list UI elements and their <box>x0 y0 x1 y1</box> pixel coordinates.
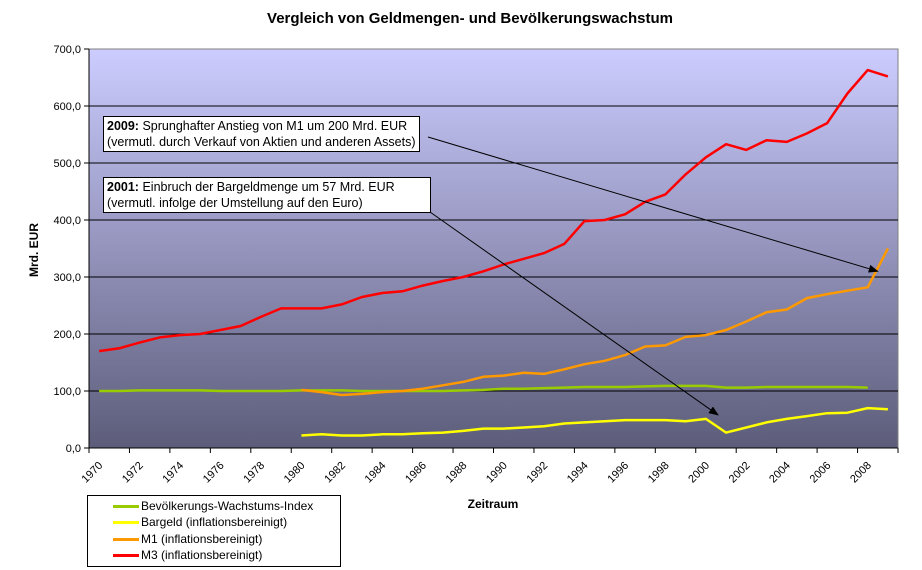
annotation-text: (vermutl. infolge der Umstellung auf den… <box>107 196 363 210</box>
legend-item: Bevölkerungs-Wachstums-Index <box>113 498 313 514</box>
legend-swatch <box>113 537 139 541</box>
x-tick-label: 2006 <box>808 460 834 486</box>
chart-title: Vergleich von Geldmengen- und Bevölkerun… <box>267 10 673 27</box>
x-tick-label: 1972 <box>120 460 146 486</box>
series-line-m3 <box>98 68 889 353</box>
annotation-2009: 2009: Sprunghafter Anstieg von M1 um 200… <box>103 116 420 152</box>
annotation-arrow <box>429 211 719 416</box>
y-tick-label: 700,0 <box>53 44 81 56</box>
x-axis-label: Zeitraum <box>468 497 519 511</box>
annotation-text: (vermutl. durch Verkauf von Aktien und a… <box>107 135 416 149</box>
x-tick-label: 1986 <box>403 460 429 486</box>
annotation-2001: 2001: Einbruch der Bargeldmenge um 57 Mr… <box>103 177 431 213</box>
series-line-bargeld <box>301 406 888 437</box>
x-tick-label: 1996 <box>605 460 631 486</box>
legend-item: M1 (inflationsbereinigt) <box>113 531 262 547</box>
x-tick-label: 1990 <box>484 460 510 486</box>
annotation-text: Einbruch der Bargeldmenge um 57 Mrd. EUR <box>138 180 395 194</box>
x-tick-label: 1994 <box>565 460 591 486</box>
legend-item: M3 (inflationsbereinigt) <box>113 547 262 563</box>
legend-label: M1 (inflationsbereinigt) <box>141 532 263 546</box>
x-tick-label: 1984 <box>363 460 389 486</box>
x-tick-label: 2000 <box>686 460 712 486</box>
y-tick-label: 300,0 <box>53 272 81 284</box>
y-tick-label: 0,0 <box>66 443 81 455</box>
annotation-year: 2009: <box>107 119 139 133</box>
legend-label: Bevölkerungs-Wachstums-Index <box>141 499 314 513</box>
legend-label: M3 (inflationsbereinigt) <box>141 548 263 562</box>
x-tick-label: 1988 <box>444 460 470 486</box>
annotation-year: 2001: <box>107 180 139 194</box>
legend-swatch <box>113 504 139 508</box>
legend-swatch <box>113 520 139 524</box>
series-line-m1 <box>301 247 890 397</box>
plot-area <box>88 48 899 449</box>
y-tick-label: 500,0 <box>53 158 81 170</box>
x-tick-label: 1970 <box>80 460 106 486</box>
x-tick-label: 2002 <box>727 460 753 486</box>
x-tick-label: 1992 <box>524 460 550 486</box>
x-tick-label: 2008 <box>848 460 874 486</box>
x-tick-label: 1982 <box>322 460 348 486</box>
annotation-text: Sprunghafter Anstieg von M1 um 200 Mrd. … <box>138 119 408 133</box>
y-tick-label: 400,0 <box>53 215 81 227</box>
y-tick-label: 100,0 <box>53 386 81 398</box>
legend: Bevölkerungs-Wachstums-Index Bargeld (in… <box>87 495 341 567</box>
annotation-arrow <box>427 136 879 273</box>
y-tick-label: 600,0 <box>53 101 81 113</box>
x-tick-label: 1980 <box>282 460 308 486</box>
y-tick-label: 200,0 <box>53 329 81 341</box>
legend-swatch <box>113 553 139 557</box>
x-tick-label: 1998 <box>646 460 672 486</box>
x-tick-label: 1974 <box>160 460 186 486</box>
legend-label: Bargeld (inflationsbereinigt) <box>141 515 288 529</box>
y-axis-label: Mrd. EUR <box>27 223 41 277</box>
legend-item: Bargeld (inflationsbereinigt) <box>113 514 287 530</box>
x-tick-label: 2004 <box>767 460 793 486</box>
x-tick-label: 1976 <box>201 460 227 486</box>
x-tick-label: 1978 <box>241 460 267 486</box>
